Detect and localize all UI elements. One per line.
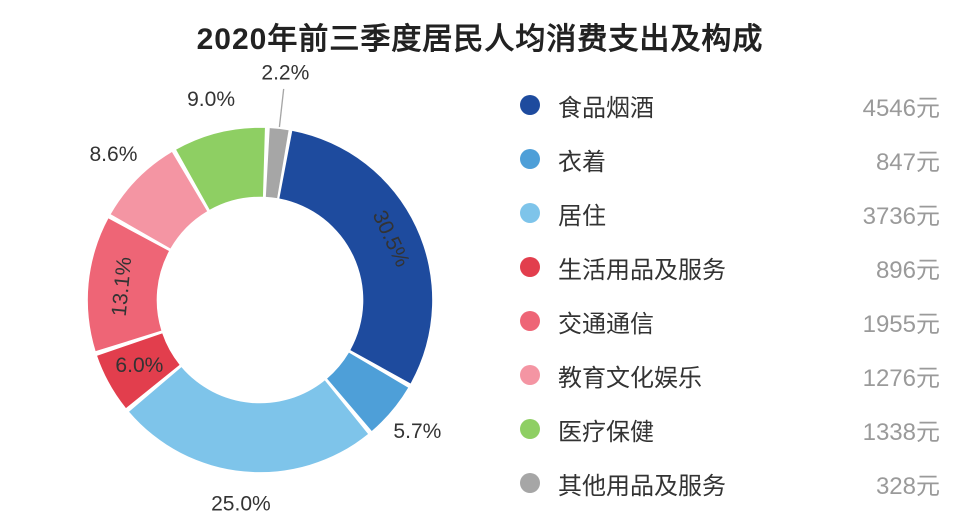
legend-swatch [520, 95, 540, 115]
legend-label: 生活用品及服务 [558, 250, 850, 285]
legend-row: 教育文化娱乐1276元 [520, 348, 940, 402]
legend: 食品烟酒4546元衣着847元居住3736元生活用品及服务896元交通通信195… [520, 78, 940, 510]
legend-swatch [520, 257, 540, 277]
legend-value: 847元 [850, 142, 940, 177]
legend-row: 医疗保健1338元 [520, 402, 940, 456]
slice-percent-label: 25.0% [211, 492, 271, 515]
legend-row: 食品烟酒4546元 [520, 78, 940, 132]
legend-row: 交通通信1955元 [520, 294, 940, 348]
legend-row: 生活用品及服务896元 [520, 240, 940, 294]
legend-value: 1338元 [850, 412, 940, 447]
leader-line [279, 89, 283, 127]
slice-percent-label: 8.6% [90, 143, 138, 166]
legend-row: 其他用品及服务328元 [520, 456, 940, 510]
slice-percent-label: 2.2% [261, 61, 309, 84]
slice-percent-label: 5.7% [393, 420, 441, 443]
chart-title: 2020年前三季度居民人均消费支出及构成 [0, 14, 960, 58]
donut-chart: 30.5%5.7%25.0%6.0%13.1%8.6%9.0%2.2% [40, 80, 480, 520]
legend-label: 交通通信 [558, 304, 850, 339]
legend-label: 医疗保健 [558, 412, 850, 447]
legend-value: 3736元 [850, 196, 940, 231]
legend-value: 1955元 [850, 304, 940, 339]
legend-value: 896元 [850, 250, 940, 285]
legend-label: 其他用品及服务 [558, 466, 850, 501]
legend-label: 居住 [558, 196, 850, 231]
legend-swatch [520, 149, 540, 169]
legend-value: 328元 [850, 466, 940, 501]
legend-row: 衣着847元 [520, 132, 940, 186]
slice-percent-label: 9.0% [187, 88, 235, 111]
legend-swatch [520, 203, 540, 223]
legend-label: 教育文化娱乐 [558, 358, 850, 393]
legend-label: 食品烟酒 [558, 88, 850, 123]
slice-percent-label: 6.0% [115, 354, 163, 377]
legend-value: 4546元 [850, 88, 940, 123]
legend-value: 1276元 [850, 358, 940, 393]
legend-row: 居住3736元 [520, 186, 940, 240]
legend-label: 衣着 [558, 142, 850, 177]
legend-swatch [520, 365, 540, 385]
legend-swatch [520, 419, 540, 439]
legend-swatch [520, 473, 540, 493]
legend-swatch [520, 311, 540, 331]
